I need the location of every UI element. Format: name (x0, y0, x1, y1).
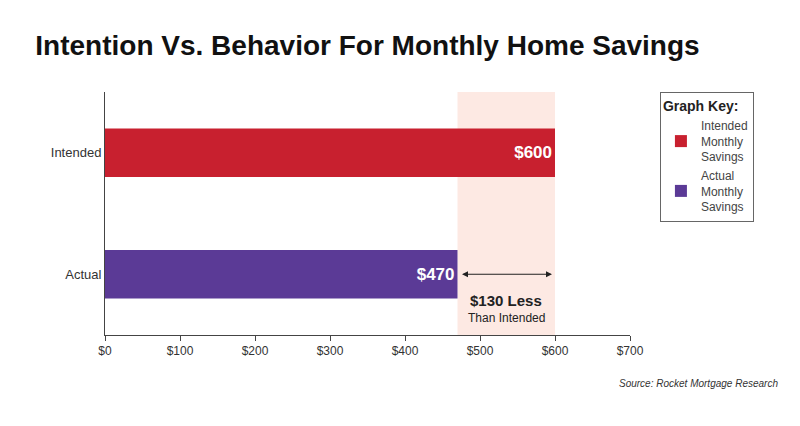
svg-text:Actual: Actual (65, 267, 101, 282)
svg-text:$600: $600 (514, 143, 552, 162)
svg-text:ActualMonthlySavings: ActualMonthlySavings (701, 169, 744, 214)
svg-text:$0: $0 (98, 344, 112, 358)
svg-text:Source: Rocket Mortgage Resear: Source: Rocket Mortgage Research (619, 378, 778, 389)
svg-text:Graph Key:: Graph Key: (663, 98, 738, 114)
svg-text:$400: $400 (392, 344, 419, 358)
svg-text:$100: $100 (167, 344, 194, 358)
svg-text:Intended: Intended (51, 145, 102, 160)
svg-text:$200: $200 (242, 344, 269, 358)
svg-text:$600: $600 (542, 344, 569, 358)
svg-text:Intention Vs. Behavior For Mon: Intention Vs. Behavior For Monthly Home … (35, 30, 699, 61)
svg-text:Than Intended: Than Intended (468, 311, 545, 325)
svg-text:IntendedMonthlySavings: IntendedMonthlySavings (701, 119, 748, 164)
svg-text:$300: $300 (317, 344, 344, 358)
svg-text:$500: $500 (467, 344, 494, 358)
svg-text:$700: $700 (617, 344, 644, 358)
svg-text:$470: $470 (417, 265, 455, 284)
svg-text:$130 Less: $130 Less (470, 292, 542, 309)
